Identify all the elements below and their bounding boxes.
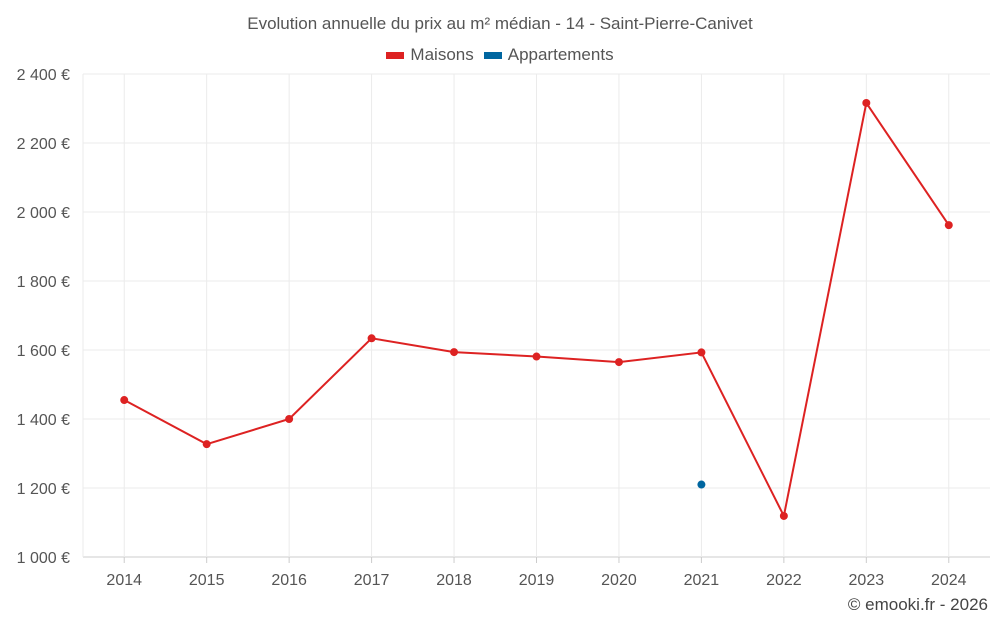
y-tick-label: 2 000 € [17, 205, 70, 222]
data-point-maisons [697, 348, 706, 357]
data-point-maisons [532, 352, 541, 361]
data-point-maisons [944, 221, 953, 230]
chart-title: Evolution annuelle du prix au m² médian … [247, 14, 753, 33]
data-point-maisons [367, 334, 376, 343]
x-tick-label: 2018 [436, 572, 472, 589]
data-point-maisons [614, 358, 623, 367]
y-tick-label: 1 600 € [17, 343, 70, 360]
x-tick-label: 2015 [189, 572, 225, 589]
x-tick-label: 2016 [271, 572, 307, 589]
data-point-maisons [779, 511, 788, 520]
legend-swatch-maisons [386, 51, 405, 59]
legend-label-appartements: Appartements [507, 45, 614, 64]
x-tick-label: 2022 [766, 572, 802, 589]
legend: Maisons Appartements [0, 45, 1000, 65]
data-point-maisons [202, 440, 211, 449]
x-tick-label: 2023 [849, 572, 885, 589]
legend-item-appartements[interactable]: Appartements [483, 45, 614, 65]
data-point-maisons [120, 396, 129, 405]
credit-text: © emooki.fr - 2026 [847, 595, 988, 614]
legend-label-maisons: Maisons [410, 45, 474, 64]
x-tick-label: 2017 [354, 572, 390, 589]
y-tick-label: 2 400 € [17, 67, 70, 84]
data-point-maisons [450, 348, 459, 357]
legend-swatch-appartements [483, 51, 502, 59]
data-point-maisons [285, 415, 294, 423]
y-tick-label: 2 200 € [17, 136, 70, 153]
y-tick-label: 1 200 € [17, 481, 70, 498]
x-tick-label: 2020 [601, 572, 637, 589]
x-tick-label: 2014 [106, 572, 142, 589]
legend-item-maisons[interactable]: Maisons [386, 45, 474, 65]
y-tick-label: 1 800 € [17, 274, 70, 291]
x-tick-label: 2024 [931, 572, 967, 589]
x-tick-label: 2019 [519, 572, 555, 589]
data-point-maisons [862, 98, 871, 107]
x-tick-label: 2021 [684, 572, 720, 589]
y-tick-label: 1 000 € [17, 550, 70, 567]
data-point-appartements [697, 480, 706, 489]
y-tick-label: 1 400 € [17, 412, 70, 429]
